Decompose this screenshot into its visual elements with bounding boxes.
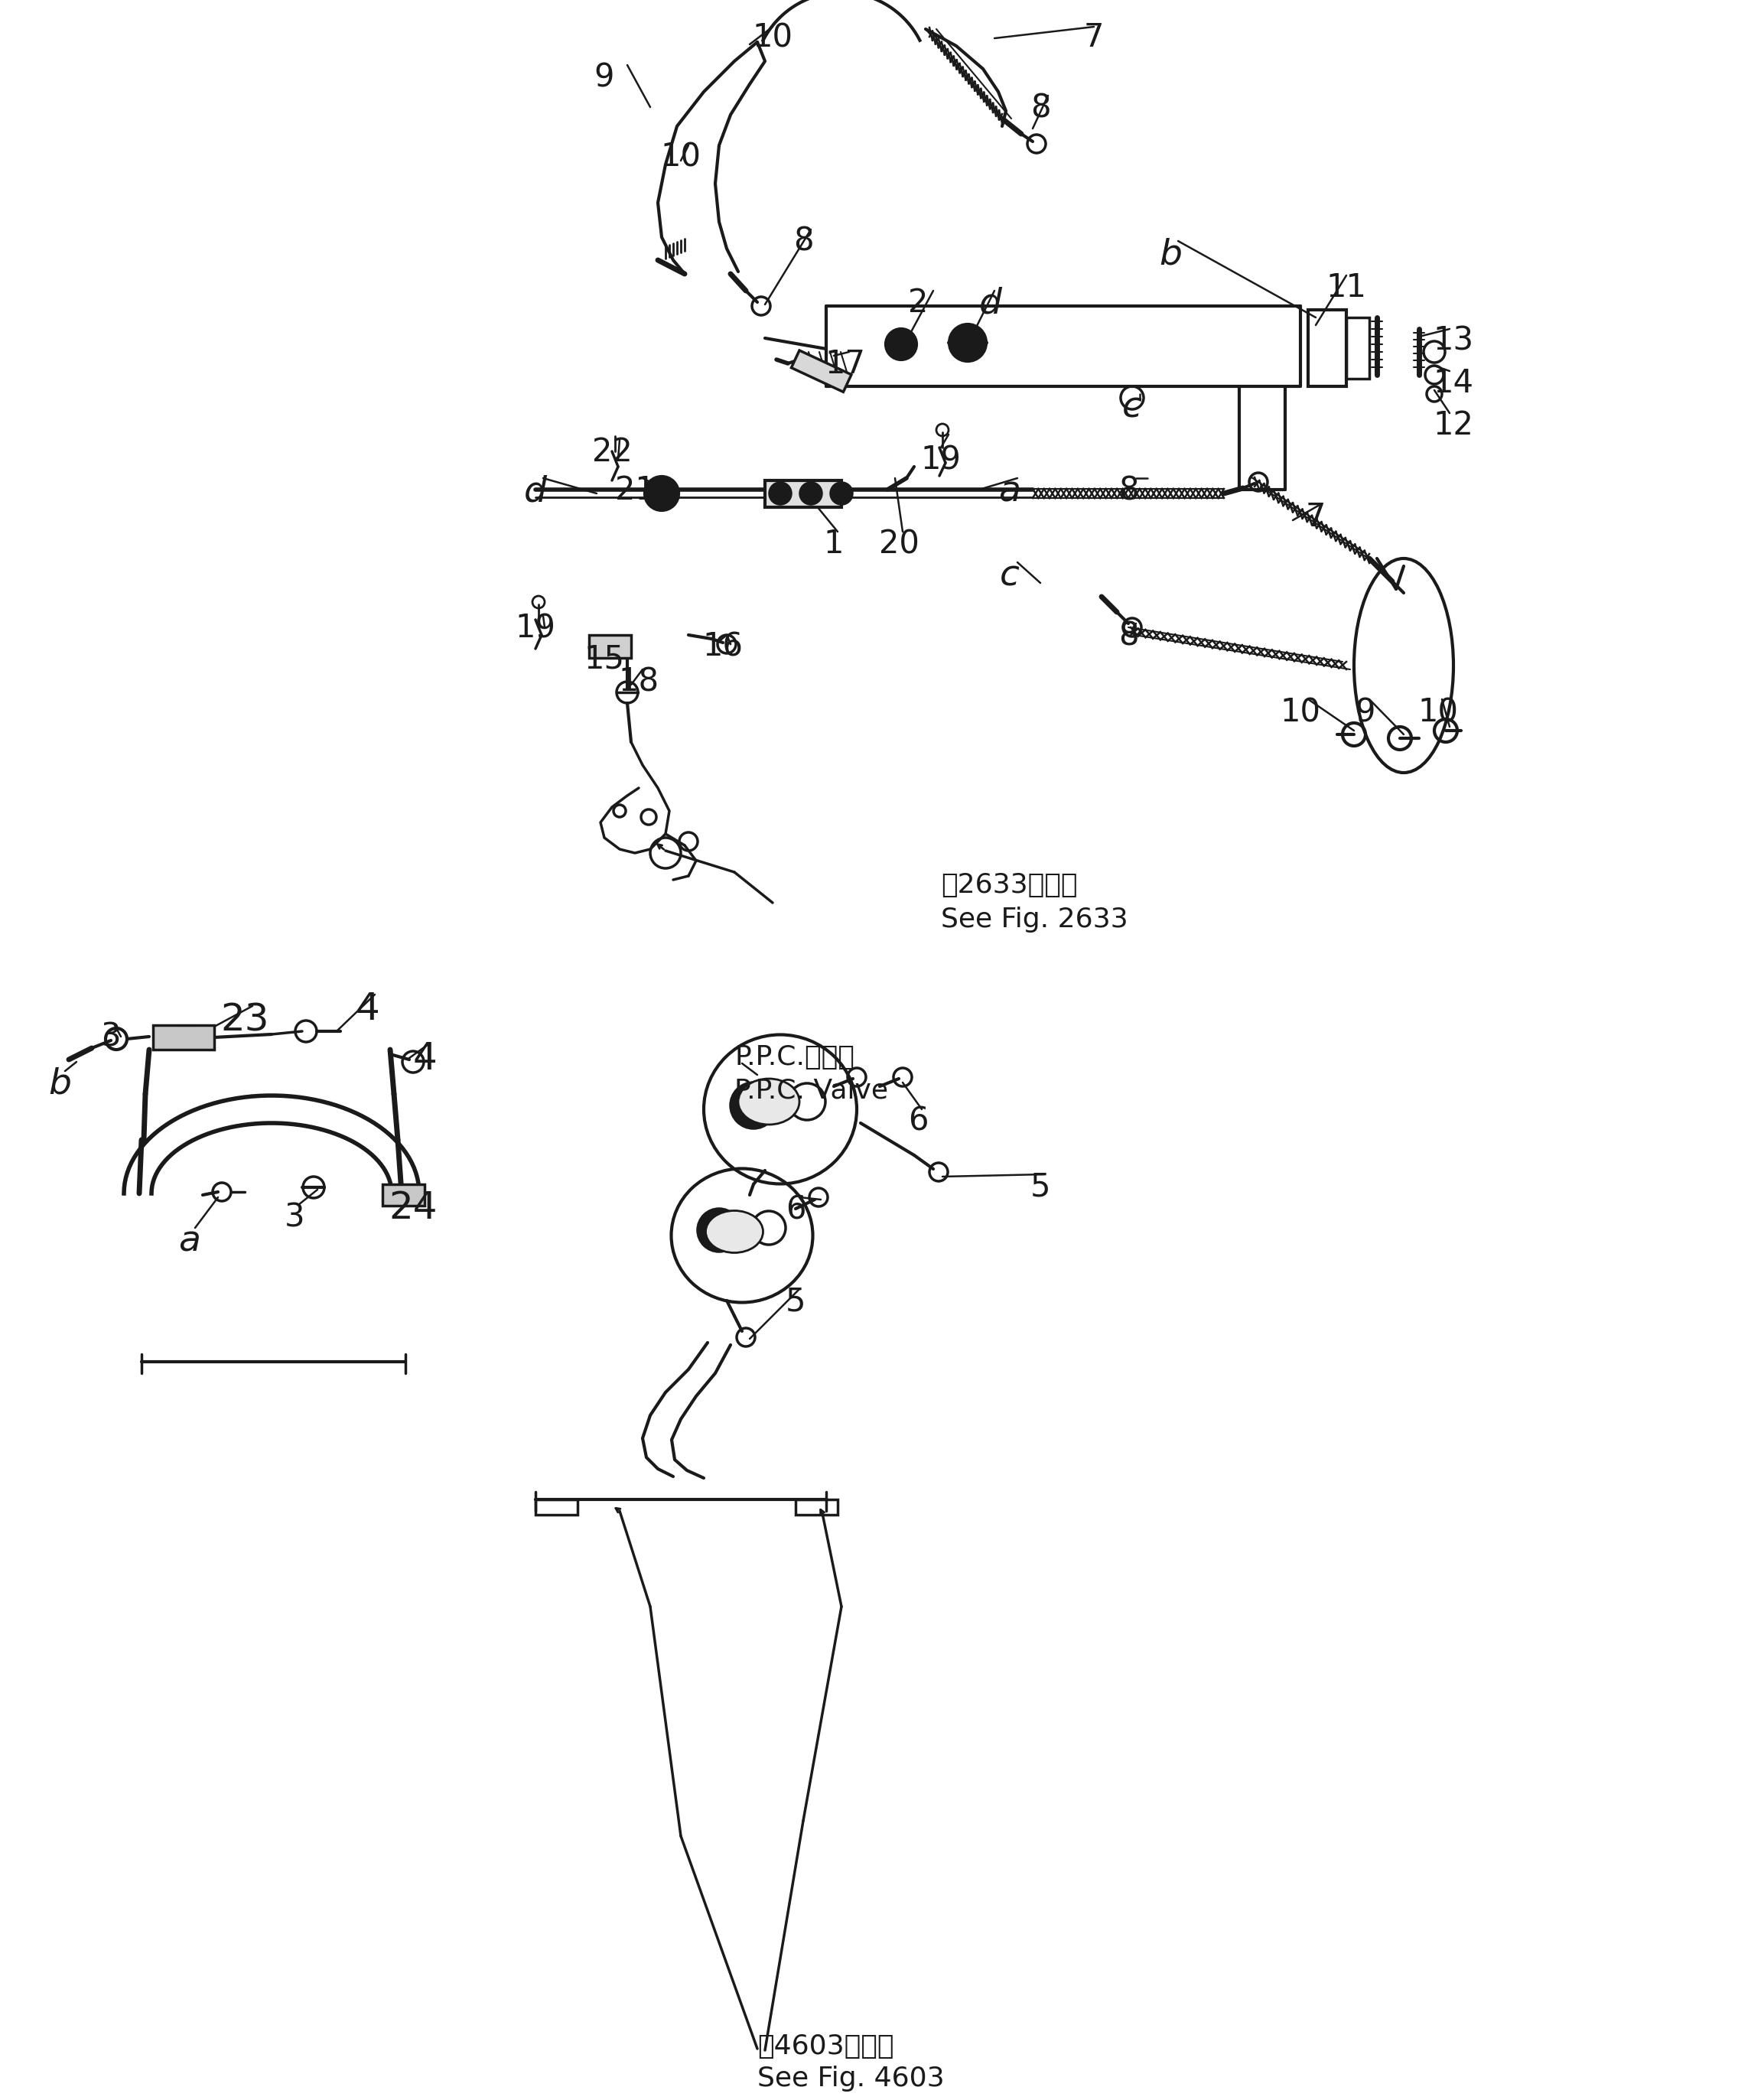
Text: 第4603図参照: 第4603図参照 [758, 2033, 893, 2060]
Text: 8: 8 [793, 225, 813, 258]
Bar [589, 634, 631, 657]
Text: d: d [978, 288, 1003, 321]
Text: See Fig. 4603: See Fig. 4603 [758, 2066, 944, 2092]
Circle shape [730, 1082, 777, 1128]
Text: 8: 8 [1118, 620, 1138, 651]
Ellipse shape [739, 1079, 799, 1126]
Bar [791, 351, 852, 393]
Text: d: d [523, 475, 547, 508]
Text: 6: 6 [786, 1193, 806, 1226]
Text: a: a [179, 1224, 202, 1258]
Text: 3: 3 [285, 1201, 304, 1233]
Text: 12: 12 [1434, 409, 1474, 441]
Text: 1: 1 [824, 527, 845, 561]
Text: 10: 10 [1418, 697, 1458, 729]
Text: b: b [49, 1067, 71, 1102]
Circle shape [958, 334, 977, 353]
Circle shape [697, 1210, 740, 1252]
Bar [535, 1499, 577, 1514]
Text: 5: 5 [1031, 1170, 1050, 1203]
Circle shape [831, 483, 852, 504]
Text: 2: 2 [907, 288, 928, 319]
Text: 4: 4 [412, 1040, 436, 1077]
Text: b: b [1159, 237, 1182, 271]
Text: 第2633図参照: 第2633図参照 [940, 871, 1078, 899]
Circle shape [886, 330, 916, 359]
Text: See Fig. 2633: See Fig. 2633 [940, 907, 1128, 932]
Text: 5: 5 [786, 1285, 806, 1317]
Text: 14: 14 [1434, 367, 1474, 399]
Text: 8: 8 [1118, 475, 1138, 506]
Circle shape [645, 477, 678, 510]
Text: 9: 9 [1356, 697, 1375, 729]
Circle shape [799, 483, 822, 504]
Ellipse shape [706, 1212, 763, 1254]
Text: a: a [999, 475, 1020, 508]
Circle shape [893, 336, 909, 353]
Text: 10: 10 [753, 21, 793, 55]
Text: 18: 18 [619, 666, 659, 697]
Circle shape [770, 483, 791, 504]
Bar [765, 481, 841, 508]
Text: 4: 4 [355, 991, 379, 1027]
Text: 19: 19 [921, 443, 961, 477]
Text: 3: 3 [101, 1021, 122, 1054]
Text: 6: 6 [907, 1105, 928, 1138]
Text: 17: 17 [826, 349, 866, 380]
Text: P.P.C. Valve: P.P.C. Valve [735, 1077, 888, 1102]
Bar [1347, 317, 1370, 378]
Text: c: c [999, 559, 1020, 592]
Bar [153, 1025, 214, 1050]
Text: 10: 10 [660, 141, 700, 174]
Text: 7: 7 [1305, 502, 1326, 533]
Text: 10: 10 [1281, 697, 1321, 729]
Circle shape [949, 323, 985, 361]
Bar [796, 1499, 838, 1514]
Bar [382, 1184, 424, 1205]
Text: 11: 11 [1326, 271, 1366, 304]
Text: 19: 19 [514, 611, 556, 645]
Text: 23: 23 [221, 1002, 269, 1040]
Text: c: c [1123, 391, 1142, 424]
Text: 9: 9 [594, 61, 615, 92]
Text: 15: 15 [584, 643, 624, 674]
Text: 13: 13 [1434, 326, 1474, 357]
Text: 22: 22 [593, 437, 633, 468]
Text: 16: 16 [702, 632, 744, 664]
Text: 20: 20 [879, 527, 919, 561]
Text: 7: 7 [1085, 21, 1104, 55]
Bar [1309, 311, 1347, 386]
Text: P.P.C.バルブ: P.P.C.バルブ [735, 1044, 855, 1071]
Text: 8: 8 [1031, 92, 1050, 124]
Text: 24: 24 [389, 1189, 438, 1226]
Text: 21: 21 [615, 475, 655, 506]
